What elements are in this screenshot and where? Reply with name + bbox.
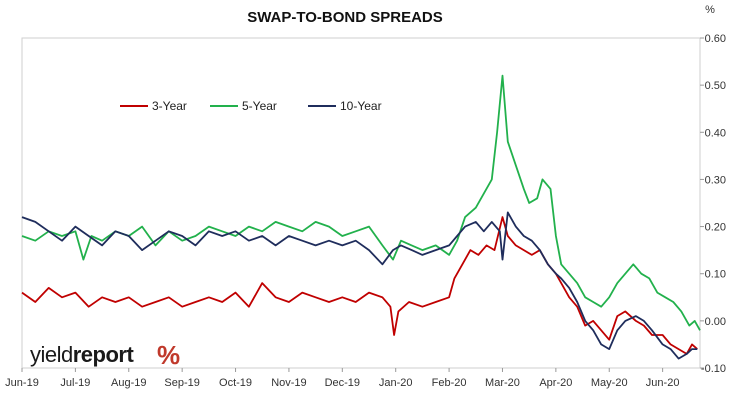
x-tick-label: Aug-19 bbox=[111, 377, 146, 389]
logo-wordmark: yieldreport bbox=[30, 342, 134, 367]
x-tick-label: Dec-19 bbox=[325, 377, 360, 389]
logo-text-light: yield bbox=[30, 342, 73, 367]
x-tick-label: Jun-20 bbox=[646, 377, 680, 389]
plot-area-frame bbox=[21, 37, 701, 369]
legend-label-10-year: 10-Year bbox=[340, 99, 382, 113]
legend: 3-Year 5-Year 10-Year bbox=[120, 99, 382, 113]
series-line-10-year bbox=[21, 211, 698, 360]
y-tick-label: 0.20 bbox=[705, 222, 726, 234]
y-tick-label: 0.30 bbox=[705, 174, 726, 186]
x-tick-label: Jul-19 bbox=[60, 377, 90, 389]
y-tick-label: 0.50 bbox=[705, 80, 726, 92]
chart-title: SWAP-TO-BOND SPREADS bbox=[247, 9, 443, 26]
x-tick-label: Feb-20 bbox=[432, 377, 467, 389]
y-tick-label: 0.40 bbox=[705, 127, 726, 139]
y-tick-label: 0.60 bbox=[705, 33, 726, 45]
yieldreport-logo: yieldreport % bbox=[30, 340, 180, 370]
legend-label-3-year: 3-Year bbox=[152, 99, 187, 113]
x-tick-label: Oct-19 bbox=[219, 377, 252, 389]
y-axis: 0.60 0.50 0.40 0.30 0.20 0.10 0.00 -0.10 bbox=[700, 33, 726, 375]
x-tick-label: May-20 bbox=[591, 377, 628, 389]
x-tick-label: Mar-20 bbox=[485, 377, 520, 389]
series-line-5-year bbox=[21, 74, 701, 331]
x-tick-label: Sep-19 bbox=[164, 377, 199, 389]
series-line-3-year bbox=[21, 216, 698, 355]
logo-percent-symbol: % bbox=[157, 340, 180, 370]
legend-label-5-year: 5-Year bbox=[242, 99, 277, 113]
x-tick-label: Nov-19 bbox=[271, 377, 306, 389]
series-layer bbox=[21, 74, 701, 360]
y-tick-label: 0.10 bbox=[705, 269, 726, 281]
y-tick-label: -0.10 bbox=[701, 363, 726, 375]
x-axis: Jun-19 Jul-19 Aug-19 Sep-19 Oct-19 Nov-19 Dec-… bbox=[5, 368, 679, 389]
x-tick-label: Jan-20 bbox=[379, 377, 413, 389]
logo-text-bold: report bbox=[73, 342, 135, 367]
y-tick-label: 0.00 bbox=[705, 316, 726, 328]
y-axis-unit-label: % bbox=[705, 4, 715, 16]
x-tick-label: Jun-19 bbox=[5, 377, 39, 389]
x-tick-label: Apr-20 bbox=[539, 377, 572, 389]
